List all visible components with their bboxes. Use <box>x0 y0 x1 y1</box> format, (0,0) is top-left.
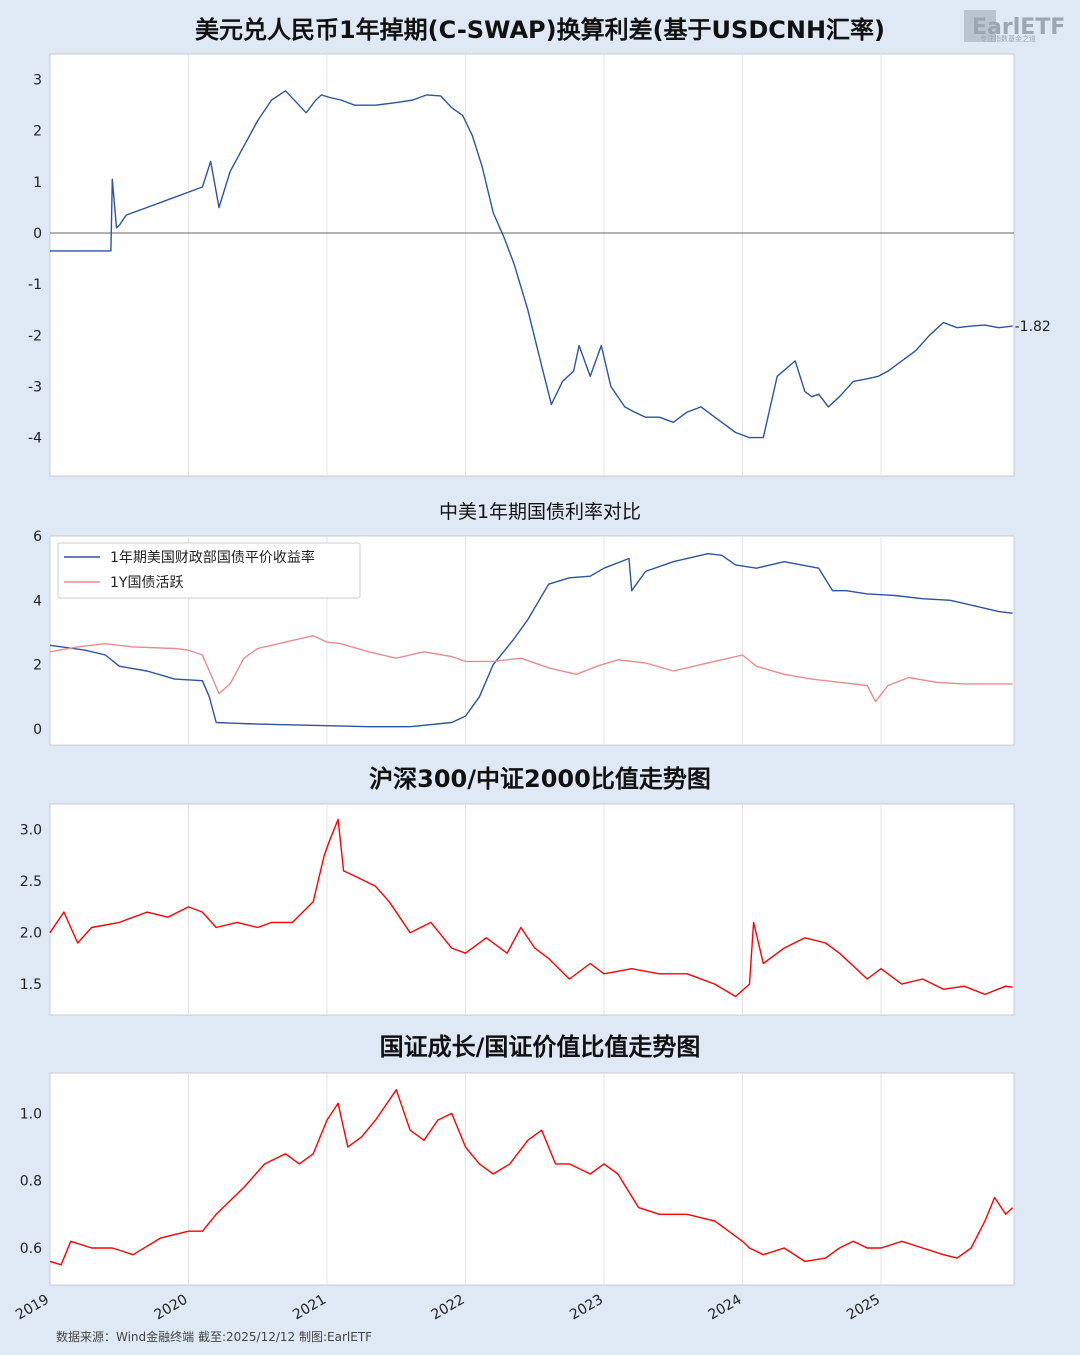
chart-title: 美元兑人民币1年掉期(C-SWAP)换算利差(基于USDCNH汇率) <box>195 16 885 44</box>
chart-panel-2: 6 4 2 0 中美1年期国债利率对比 1年期美国财政部国债平价收益率 1Y国债活跃 <box>33 501 1015 746</box>
series-line-2 <box>49 635 1013 703</box>
chart-panel-4: 1.0 0.8 0.6 国证成长/国证价值比值走势图 <box>20 1033 1015 1286</box>
series-line-1 <box>50 90 1013 439</box>
legend-entry: 1Y国债活跃 <box>110 575 183 591</box>
series-line-1 <box>49 818 1013 998</box>
y-tick-label: 2.0 <box>20 926 42 942</box>
legend: 1年期美国财政部国债平价收益率 1Y国债活跃 <box>57 542 361 599</box>
y-tick-label: 0.6 <box>20 1241 42 1257</box>
x-tick-label: 2025 <box>844 1292 883 1324</box>
logo-text: EarlETF <box>972 15 1065 40</box>
chart-panel-1: 3 2 1 0 -1 -2 -3 -4 -1.82 美元兑人民币1年掉期(C-SWAP)换算利差(… <box>28 16 1051 477</box>
brand-logo: EarlETF 专注指数基金之道 <box>964 10 1065 43</box>
chart-title: 中美1年期国债利率对比 <box>439 501 641 523</box>
plot-area <box>49 1072 1015 1286</box>
x-tick-label: 2020 <box>152 1292 191 1324</box>
logo-subtitle: 专注指数基金之道 <box>980 34 1036 43</box>
y-tick-label: -1 <box>28 277 42 293</box>
x-axis: 2019 2020 2021 2022 2023 2024 2025 <box>13 1292 883 1324</box>
chart-panel-3: 3.0 2.5 2.0 1.5 沪深300/中证2000比值走势图 <box>20 765 1015 1016</box>
series-line-1 <box>49 1089 1014 1266</box>
plot-area <box>49 803 1015 1016</box>
y-tick-label: 0 <box>33 722 42 738</box>
y-tick-label: 0 <box>33 226 42 242</box>
y-tick-label: 3.0 <box>20 823 42 839</box>
y-tick-label: 2.5 <box>20 874 42 890</box>
legend-box <box>57 542 361 599</box>
y-tick-label: 0.8 <box>20 1174 42 1190</box>
y-tick-label: 2 <box>33 124 42 140</box>
y-tick-label: -4 <box>28 431 42 447</box>
source-note: 数据来源：Wind金融终端 截至:2025/12/12 制图:EarlETF <box>56 1329 372 1344</box>
y-tick-label: 3 <box>33 73 42 89</box>
y-tick-label: 1.5 <box>20 977 42 993</box>
y-tick-label: 1.0 <box>20 1106 42 1122</box>
plot-area <box>49 53 1015 477</box>
y-tick-label: 6 <box>33 529 42 545</box>
end-value-label: -1.82 <box>1015 319 1051 335</box>
y-tick-label: 2 <box>33 658 42 674</box>
x-tick-label: 2024 <box>706 1292 745 1324</box>
y-tick-label: 1 <box>33 175 42 191</box>
x-tick-label: 2021 <box>290 1292 329 1324</box>
chart-title: 沪深300/中证2000比值走势图 <box>369 765 711 793</box>
y-tick-label: 4 <box>33 593 42 609</box>
y-tick-label: -2 <box>28 328 42 344</box>
logo-icon <box>964 10 996 42</box>
series-line-1 <box>49 553 1013 728</box>
legend-entry: 1年期美国财政部国债平价收益率 <box>110 549 315 566</box>
x-tick-label: 2022 <box>429 1292 468 1324</box>
y-tick-label: -3 <box>28 379 42 395</box>
x-tick-label: 2023 <box>567 1292 606 1324</box>
charts-container: 3 2 1 0 -1 -2 -3 -4 -1.82 美元兑人民币1年掉期(C-SWAP)换算利差(… <box>20 16 1051 1286</box>
x-tick-label: 2019 <box>13 1292 52 1324</box>
chart-title: 国证成长/国证价值比值走势图 <box>380 1033 701 1061</box>
